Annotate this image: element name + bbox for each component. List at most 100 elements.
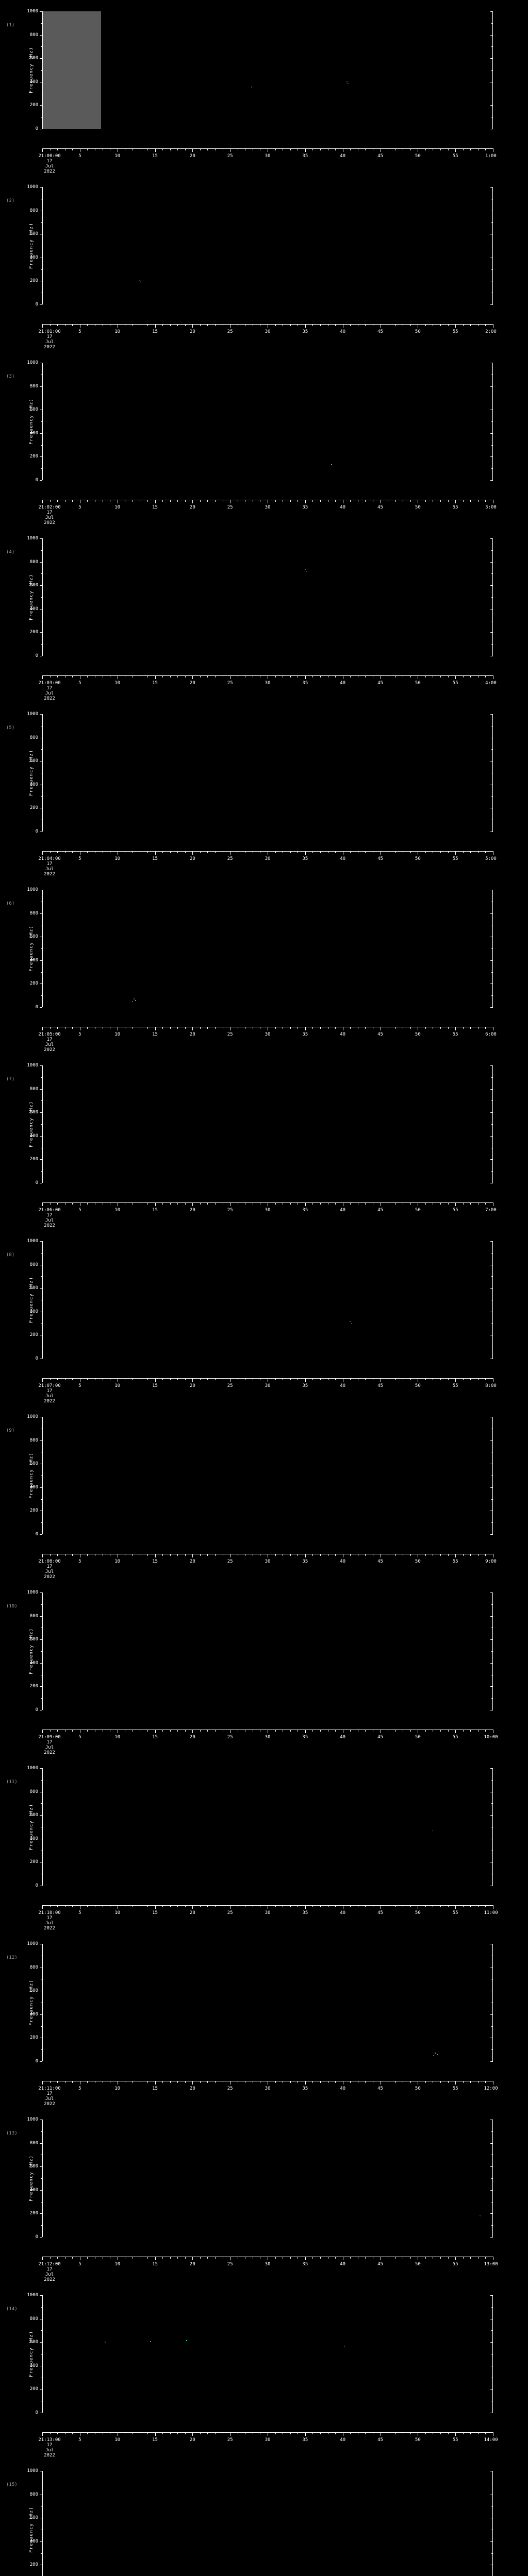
x-axis-minor-tick — [50, 148, 51, 150]
y-axis-major-tick — [40, 2166, 42, 2167]
y-axis-right-tick — [490, 2295, 493, 2296]
x-axis-minor-tick — [215, 1027, 216, 1029]
panel-plot-area[interactable]: 0 200 400 600 800 1000 Frequency (Hz) (3) — [6, 361, 493, 483]
x-axis-minor-tick — [425, 2432, 426, 2434]
x-axis-line[interactable] — [42, 1378, 493, 1382]
x-axis-tick-label: 15 — [152, 1032, 158, 1037]
y-axis-tick-label: 200 — [29, 1157, 38, 1162]
x-axis-minor-tick — [207, 2081, 208, 2083]
y-axis-minor-tick — [41, 1077, 42, 1078]
x-axis-line[interactable] — [42, 851, 493, 855]
x-axis-major-tick — [192, 324, 193, 328]
y-axis-right-tick — [490, 2237, 493, 2238]
y-axis-right-tick — [490, 11, 493, 12]
x-axis-minor-tick — [72, 1027, 73, 1029]
x-axis-line[interactable] — [42, 148, 493, 152]
panel-plot-area[interactable]: 0 200 400 600 800 1000 Frequency (Hz) (1) — [6, 9, 493, 131]
x-axis-line[interactable] — [42, 1202, 493, 1206]
start-date-line: Jul — [45, 1921, 54, 1926]
x-axis-major-tick — [305, 1730, 306, 1733]
x-axis-tick-label: 5 — [78, 1032, 81, 1037]
panel-plot-area[interactable]: 0 200 400 600 800 1000 Frequency (Hz) (11) — [6, 1766, 493, 1888]
x-axis-line[interactable] — [42, 1905, 493, 1909]
x-axis-line[interactable] — [42, 2432, 493, 2436]
x-axis-minor-tick — [395, 1027, 396, 1029]
x-axis-tick-label: 10 — [114, 505, 121, 510]
x-axis-tick-label: 40 — [340, 2262, 346, 2267]
x-axis-line[interactable] — [42, 324, 493, 328]
x-axis-minor-tick — [410, 1905, 411, 1907]
x-axis-minor-tick — [200, 2432, 201, 2434]
x-axis-tick-label: 55 — [452, 2086, 458, 2091]
x-axis-minor-tick — [215, 148, 216, 150]
x-axis-minor-tick — [177, 1730, 178, 1732]
x-axis-tick-label: 20 — [189, 329, 195, 334]
x-axis-minor-tick — [463, 148, 464, 150]
y-axis-tick-label: 1000 — [27, 711, 38, 717]
x-axis-major-tick — [305, 2081, 306, 2084]
panel-plot-area[interactable]: 0 200 400 600 800 1000 Frequency (Hz) (12) — [6, 1942, 493, 2064]
panel-plot-area[interactable]: 0 200 400 600 800 1000 Frequency (Hz) (7) — [6, 1063, 493, 1185]
x-axis-line[interactable] — [42, 675, 493, 679]
x-axis-minor-tick — [320, 2432, 321, 2434]
x-axis-minor-tick — [425, 500, 426, 502]
y-axis-minor-tick — [41, 1522, 42, 1523]
spectrogram-pixel — [304, 569, 306, 570]
x-axis-minor-tick — [440, 1378, 441, 1380]
x-axis-tick-label: 35 — [302, 329, 308, 334]
y-axis-right-tick — [491, 1171, 493, 1172]
x-axis-minor-tick — [215, 1554, 216, 1556]
panel-plot-area[interactable]: 0 200 400 600 800 1000 Frequency (Hz) (6) — [6, 888, 493, 1010]
y-axis-right-tick — [490, 1007, 493, 1008]
y-axis-left-spine — [42, 2471, 43, 2576]
x-axis-minor-tick — [147, 2432, 148, 2434]
y-axis-right-tick — [490, 2014, 493, 2015]
panel-plot-area[interactable]: 0 200 400 600 800 1000 Frequency (Hz) (2) — [6, 185, 493, 307]
panel-plot-area[interactable]: 0 200 400 600 800 1000 Frequency (Hz) (9) — [6, 1415, 493, 1537]
y-axis-tick-label: 200 — [29, 1684, 38, 1689]
x-axis-major-tick — [192, 2257, 193, 2260]
x-axis-tick-label: 15 — [152, 856, 158, 861]
panel-plot-area[interactable]: 0 200 400 600 800 1000 Frequency (Hz) (10) — [6, 1590, 493, 1713]
y-axis-tick-label: 1000 — [27, 1239, 38, 1244]
y-axis-tick-label: 800 — [29, 2316, 38, 2321]
x-axis-minor-tick — [365, 1378, 366, 1380]
x-axis-minor-tick — [185, 2257, 186, 2259]
x-axis-minor-tick — [470, 1202, 471, 1205]
y-axis-tick-label: 800 — [29, 1437, 38, 1443]
x-axis-minor-tick — [463, 2432, 464, 2434]
x-axis-tick-label: 55 — [452, 2262, 458, 2267]
panel-plot-area[interactable]: 0 200 400 600 800 1000 Frequency (Hz) (5) — [6, 712, 493, 834]
y-axis-tick-label: 800 — [29, 2492, 38, 2497]
spectrogram-pixel — [306, 570, 307, 572]
y-axis-left-spine — [42, 11, 43, 129]
x-axis-minor-tick — [215, 2081, 216, 2083]
y-axis-tick-label: 0 — [35, 2234, 38, 2240]
x-axis-minor-tick — [200, 851, 201, 853]
y-axis-minor-tick — [41, 2178, 42, 2179]
y-axis-title: Frequency (Hz) — [28, 925, 34, 972]
x-axis-minor-tick — [350, 675, 351, 677]
y-axis-tick-label: 0 — [35, 302, 38, 307]
x-axis-minor-tick — [312, 324, 314, 326]
x-axis-major-tick — [155, 1378, 156, 1382]
y-axis-tick-label: 400 — [29, 957, 38, 963]
x-axis-minor-tick — [350, 148, 351, 150]
start-time-text: 21:01:00 — [38, 329, 61, 334]
y-axis-tick-label: 400 — [29, 1133, 38, 1139]
x-axis-tick-label: 40 — [340, 1208, 346, 1213]
panel-plot-area[interactable]: 0 200 400 600 800 1000 Frequency (Hz) (14) — [6, 2293, 493, 2415]
y-axis-tick-label: 400 — [29, 1660, 38, 1666]
panel-plot-area[interactable]: 0 200 400 600 800 1000 Frequency (Hz) (13) — [6, 2117, 493, 2240]
x-axis-minor-tick — [57, 1905, 58, 1907]
x-axis-minor-tick — [448, 2081, 449, 2083]
spectrogram-pixel — [135, 999, 136, 1001]
start-time-text: 21:08:00 — [38, 1559, 61, 1564]
panel-plot-area[interactable]: 0 200 400 600 800 1000 Frequency (Hz) (4) — [6, 536, 493, 658]
panel-plot-area[interactable]: 0 200 400 600 800 1000 Frequency (Hz) (8) — [6, 1239, 493, 1361]
x-axis-tick-label: 15 — [152, 1208, 158, 1213]
x-axis-minor-tick — [335, 1554, 336, 1556]
x-axis-minor-tick — [200, 148, 201, 150]
x-axis-minor-tick — [448, 2432, 449, 2434]
